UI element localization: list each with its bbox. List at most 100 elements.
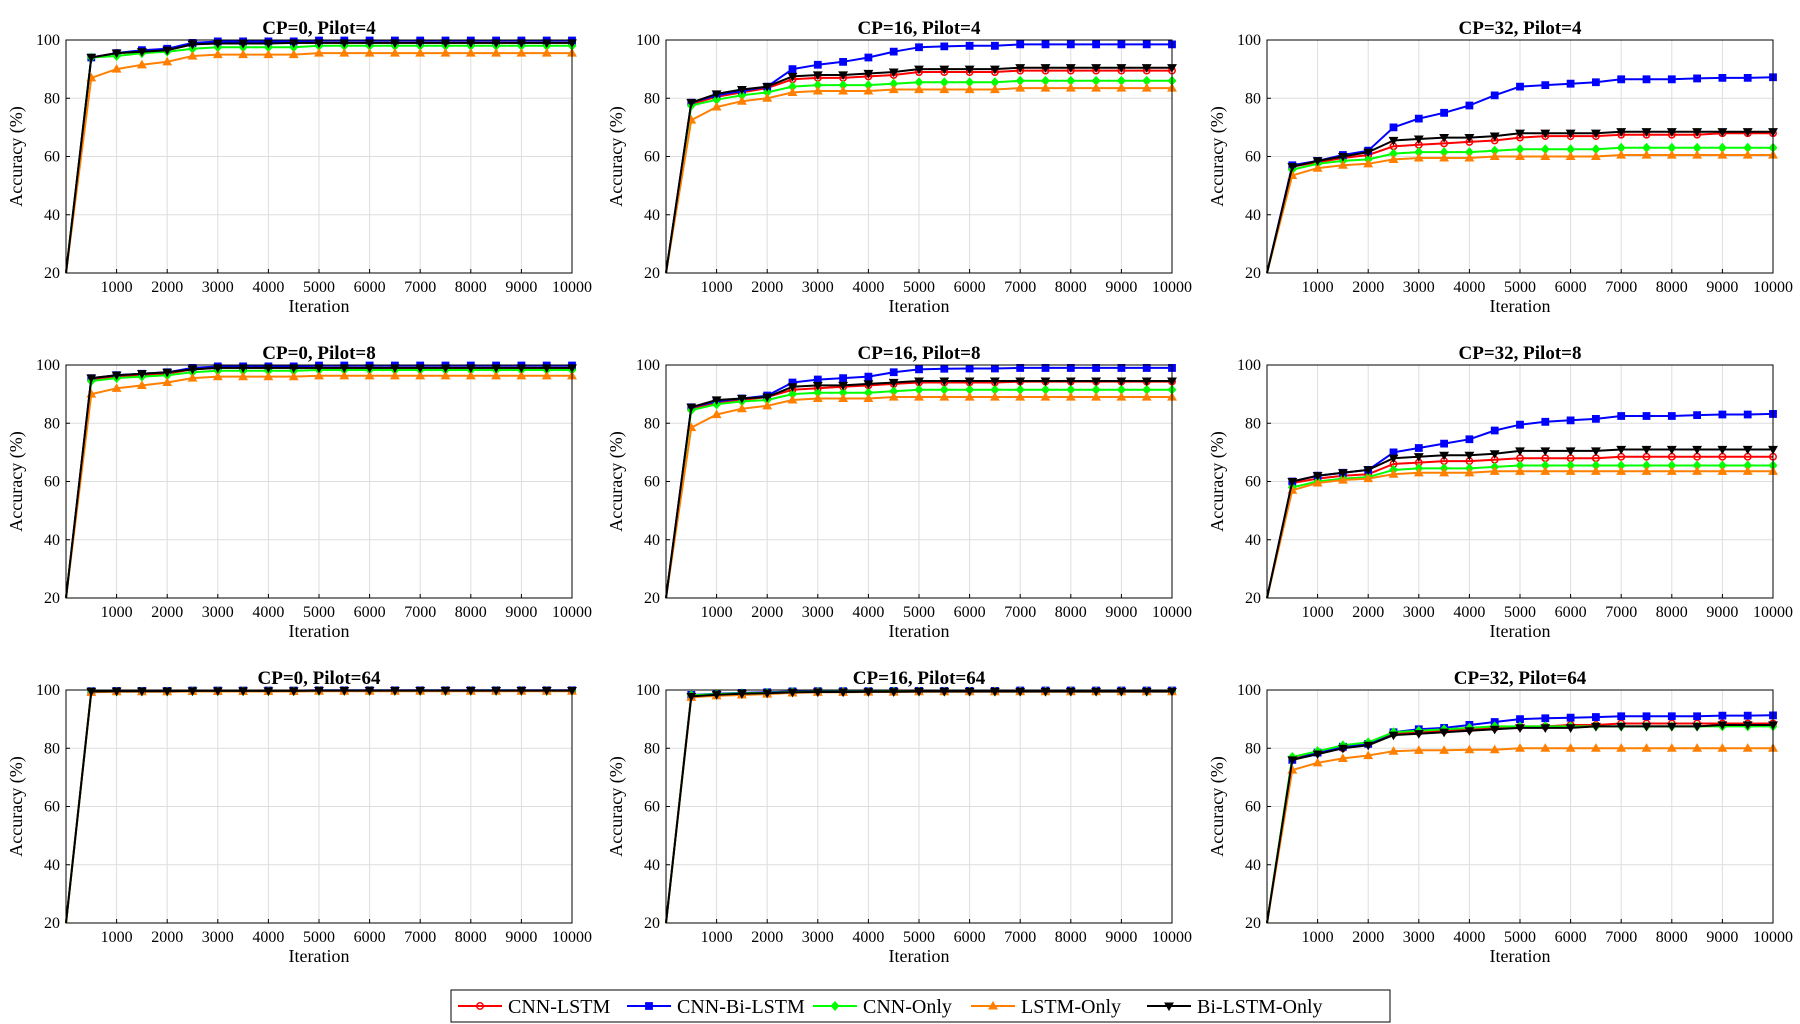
- data-point: [1515, 466, 1525, 475]
- data-point: [889, 47, 898, 56]
- legend-label: CNN-Only: [863, 996, 952, 1018]
- data-point: [187, 365, 198, 375]
- data-point: [1464, 467, 1475, 477]
- data-point: [1616, 445, 1627, 455]
- data-point: [187, 50, 198, 60]
- data-point: [1565, 743, 1576, 752]
- data-point: [364, 370, 375, 380]
- data-point: [1413, 730, 1424, 739]
- data-point: [1718, 73, 1727, 82]
- data-point: [1641, 466, 1652, 475]
- x-tick-label: 9000: [505, 279, 537, 296]
- data-point: [991, 364, 999, 373]
- x-tick-label: 7000: [1605, 929, 1637, 946]
- data-point: [1642, 75, 1651, 84]
- x-tick-label: 10000: [1152, 604, 1192, 621]
- y-tick-label: 60: [644, 149, 660, 166]
- data-point: [1337, 474, 1348, 484]
- data-point: [1389, 123, 1398, 132]
- data-point: [1742, 149, 1753, 159]
- data-point: [838, 688, 849, 698]
- data-point: [1641, 149, 1652, 159]
- data-point: [111, 64, 122, 73]
- chart-title: CP=0, Pilot=4: [262, 18, 376, 39]
- x-tick-label: 3000: [1403, 929, 1435, 946]
- data-point: [440, 370, 451, 380]
- y-tick-label: 80: [44, 415, 60, 432]
- x-tick-label: 6000: [354, 929, 386, 946]
- data-point: [1041, 40, 1050, 49]
- data-point: [762, 83, 773, 92]
- data-point: [762, 400, 773, 410]
- data-point: [1464, 451, 1475, 461]
- data-point: [711, 396, 722, 406]
- legend-label: Bi-LSTM-Only: [1197, 996, 1323, 1018]
- data-point: [1141, 391, 1152, 401]
- x-tick-label: 8000: [1055, 929, 1087, 946]
- x-tick-label: 10000: [1753, 279, 1793, 296]
- x-tick-label: 1000: [1302, 604, 1334, 621]
- data-point: [111, 371, 122, 381]
- x-tick-label: 2000: [751, 929, 783, 946]
- data-point: [686, 403, 697, 413]
- data-point: [339, 687, 350, 696]
- legend-item-cnn-bi-lstm: CNN-Bi-LSTM: [627, 996, 805, 1018]
- chart-panel-5: 1000 2000 3000 4000 5000 6000 7000 8000 9000 1000…: [606, 343, 1192, 641]
- x-tick-label: 6000: [954, 604, 986, 621]
- y-tick-label: 20: [644, 590, 660, 607]
- data-point: [1717, 743, 1728, 752]
- data-point: [1515, 151, 1525, 161]
- data-point: [1642, 712, 1651, 721]
- x-tick-label: 7000: [404, 279, 436, 296]
- data-point: [491, 370, 502, 380]
- data-point: [1666, 445, 1677, 455]
- data-point: [1439, 745, 1450, 754]
- data-point: [711, 691, 722, 700]
- y-tick-label: 100: [36, 32, 60, 49]
- data-point: [1718, 410, 1727, 419]
- data-point: [1015, 64, 1026, 73]
- chart-title: CP=16, Pilot=4: [858, 18, 981, 39]
- x-tick-label: 3000: [802, 929, 834, 946]
- data-point: [1116, 64, 1127, 73]
- data-point: [1717, 721, 1728, 731]
- data-point: [339, 370, 350, 380]
- data-point: [1141, 64, 1152, 73]
- x-tick-label: 7000: [1605, 279, 1637, 296]
- data-point: [1590, 129, 1601, 139]
- data-point: [863, 85, 874, 95]
- data-point: [889, 368, 898, 377]
- x-tick-label: 4000: [1453, 604, 1485, 621]
- data-point: [1742, 128, 1753, 137]
- data-point: [711, 101, 722, 111]
- data-point: [440, 48, 451, 57]
- x-tick-label: 1000: [101, 929, 133, 946]
- data-point: [1717, 128, 1728, 137]
- data-point: [787, 72, 798, 82]
- data-point: [1117, 40, 1126, 49]
- data-point: [238, 49, 249, 59]
- x-tick-label: 3000: [202, 279, 234, 296]
- data-point: [787, 394, 798, 404]
- x-axis-label: Iteration: [289, 946, 350, 966]
- data-point: [736, 85, 747, 95]
- data-point: [1439, 134, 1450, 143]
- chart-title: CP=0, Pilot=64: [258, 668, 381, 689]
- data-point: [1040, 391, 1051, 401]
- data-point: [1743, 73, 1752, 82]
- data-point: [1439, 451, 1450, 461]
- x-tick-label: 8000: [455, 929, 487, 946]
- data-point: [939, 377, 950, 387]
- data-point: [1091, 82, 1102, 92]
- chart-panel-2: 1000 2000 3000 4000 5000 6000 7000 8000 9000 1000…: [606, 18, 1192, 316]
- y-tick-label: 20: [644, 915, 660, 932]
- data-point: [1566, 79, 1575, 88]
- data-point: [136, 59, 147, 69]
- x-axis-label: Iteration: [1490, 296, 1551, 316]
- y-tick-label: 80: [1245, 415, 1261, 432]
- data-point: [940, 42, 949, 51]
- y-tick-label: 60: [1245, 799, 1261, 816]
- data-point: [1666, 743, 1677, 752]
- data-point: [1490, 426, 1499, 435]
- data-point: [1413, 745, 1424, 754]
